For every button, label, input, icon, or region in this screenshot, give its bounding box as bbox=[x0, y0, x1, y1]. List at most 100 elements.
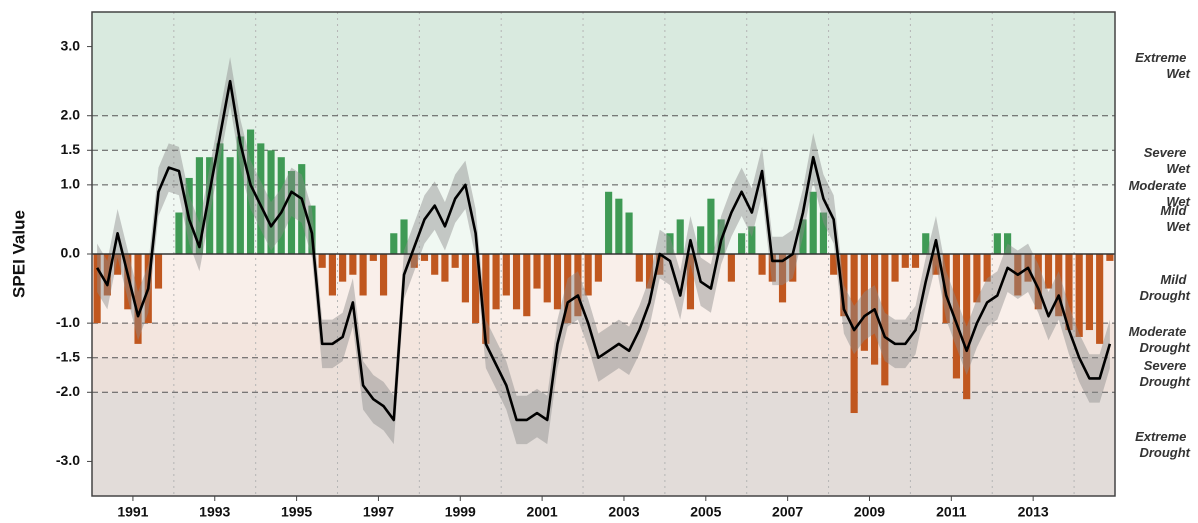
bar bbox=[134, 254, 142, 344]
bar bbox=[154, 254, 163, 289]
bar bbox=[482, 254, 490, 344]
bar bbox=[635, 254, 643, 282]
x-tick-label: 1991 bbox=[117, 504, 148, 520]
bar bbox=[472, 254, 480, 324]
bar bbox=[645, 254, 654, 289]
bar bbox=[1075, 254, 1083, 337]
bar bbox=[564, 254, 572, 324]
bar bbox=[195, 157, 203, 254]
bar bbox=[328, 254, 336, 296]
bar bbox=[860, 254, 868, 351]
bar bbox=[840, 254, 848, 317]
bar bbox=[103, 254, 111, 296]
uncertainty-band bbox=[97, 56, 1110, 445]
bar bbox=[369, 254, 377, 261]
bar bbox=[778, 254, 787, 303]
x-tick-label: 2001 bbox=[527, 504, 558, 520]
bar bbox=[359, 254, 367, 296]
x-tick-label: 2003 bbox=[608, 504, 639, 520]
bar bbox=[666, 233, 674, 254]
category-band bbox=[92, 12, 1115, 116]
bar bbox=[686, 254, 695, 310]
bar bbox=[697, 226, 705, 254]
bar bbox=[963, 254, 971, 400]
y-tick-label: -1.5 bbox=[56, 348, 80, 364]
y-tick-label: 2.0 bbox=[61, 106, 81, 122]
bar bbox=[1034, 254, 1042, 310]
bar bbox=[349, 254, 357, 275]
bar bbox=[738, 233, 746, 254]
bar bbox=[206, 157, 214, 254]
bar bbox=[748, 226, 756, 254]
y-tick-label: 1.5 bbox=[61, 141, 81, 157]
bar bbox=[605, 191, 613, 254]
category-label: Mild Drought bbox=[1139, 272, 1190, 303]
bar bbox=[246, 129, 255, 254]
bar bbox=[952, 254, 961, 379]
bar bbox=[298, 164, 306, 254]
bar bbox=[768, 254, 776, 282]
category-label: Extreme Drought bbox=[1135, 429, 1191, 460]
x-tick-label: 2013 bbox=[1018, 504, 1049, 520]
bar bbox=[93, 254, 101, 324]
bar bbox=[656, 254, 664, 275]
bar bbox=[1044, 254, 1053, 289]
bar bbox=[922, 233, 930, 254]
y-axis-title: SPEI Value bbox=[9, 210, 28, 298]
category-label: Moderate Drought bbox=[1129, 324, 1191, 355]
x-tick-label: 2011 bbox=[936, 504, 967, 520]
bar bbox=[1106, 254, 1114, 261]
category-label: Mild Wet bbox=[1160, 203, 1190, 234]
y-tick-label: -3.0 bbox=[56, 452, 80, 468]
y-tick-label: 0.0 bbox=[61, 245, 81, 261]
x-tick-label: 1997 bbox=[363, 504, 394, 520]
bar bbox=[492, 254, 500, 310]
category-label: Severe Drought bbox=[1139, 358, 1190, 389]
bar bbox=[543, 254, 551, 303]
bar bbox=[461, 254, 469, 303]
bar bbox=[819, 212, 828, 254]
bar bbox=[400, 219, 408, 254]
bar bbox=[124, 254, 132, 310]
bar bbox=[339, 254, 347, 282]
bar bbox=[379, 254, 388, 296]
bar bbox=[809, 191, 817, 254]
bar bbox=[226, 157, 234, 254]
bar bbox=[574, 254, 582, 317]
bar bbox=[973, 254, 981, 303]
bar bbox=[216, 143, 224, 254]
bar bbox=[1085, 254, 1094, 331]
bar bbox=[1096, 254, 1104, 344]
bar bbox=[533, 254, 541, 289]
x-tick-label: 1993 bbox=[199, 504, 230, 520]
bar bbox=[891, 254, 899, 282]
bar bbox=[799, 219, 807, 254]
bar bbox=[625, 212, 633, 254]
category-band bbox=[92, 323, 1115, 358]
bar bbox=[410, 254, 418, 268]
bar bbox=[318, 254, 326, 268]
y-tick-label: -1.0 bbox=[56, 314, 80, 330]
x-tick-label: 2009 bbox=[854, 504, 885, 520]
bar bbox=[431, 254, 439, 275]
category-band bbox=[92, 254, 1115, 324]
bar bbox=[676, 219, 684, 254]
bar bbox=[932, 254, 940, 275]
y-tick-label: -2.0 bbox=[56, 383, 80, 399]
bar bbox=[1055, 254, 1063, 317]
bar bbox=[983, 254, 991, 282]
bar bbox=[707, 198, 715, 254]
bar bbox=[850, 254, 858, 414]
y-tick-label: 3.0 bbox=[61, 37, 81, 53]
bar bbox=[502, 254, 510, 296]
bar bbox=[1065, 254, 1073, 331]
bar bbox=[594, 254, 602, 282]
bar bbox=[789, 254, 797, 282]
bar bbox=[236, 136, 244, 254]
bar bbox=[881, 254, 889, 386]
bar bbox=[758, 254, 766, 275]
bar bbox=[523, 254, 531, 317]
bar bbox=[441, 254, 449, 282]
bar bbox=[553, 254, 562, 310]
